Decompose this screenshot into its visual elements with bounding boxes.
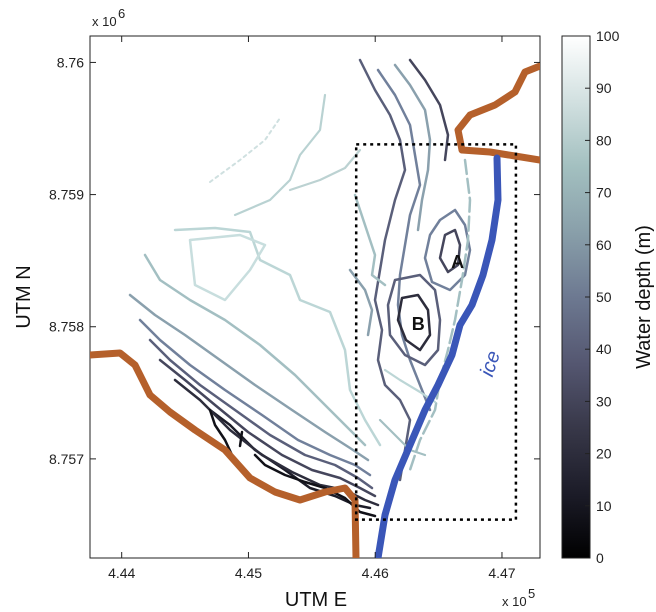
x-axis: 4.44 4.45 4.46 4.47: [108, 36, 516, 581]
colorbar-tick-label: 50: [596, 289, 612, 305]
contour-right-3: [393, 63, 432, 232]
contour-30m: [158, 358, 377, 498]
contour-60m: [128, 293, 370, 462]
contour-40m: [148, 338, 374, 490]
x-multiplier: x 10 5: [502, 586, 535, 609]
y-axis-label: UTM N: [13, 265, 35, 328]
contour-feature-b-inner: [396, 293, 432, 352]
x-tick-label: 4.47: [488, 565, 515, 581]
x-axis-label: UTM E: [285, 589, 347, 611]
contour-feature-b-outer: [386, 273, 442, 367]
contour-50m: [138, 318, 372, 477]
colorbar-tick-label: 70: [596, 185, 612, 201]
study-box: [354, 143, 518, 521]
contour-east-shelf: [408, 158, 472, 472]
y-multiplier-exp: 6: [118, 6, 125, 21]
contour-feature-a-outer: [423, 208, 472, 292]
colorbar-tick-label: 10: [596, 498, 612, 514]
contour-70m-c: [288, 148, 362, 192]
ice-edge: [374, 154, 502, 558]
colorbar-tick-label: 100: [596, 28, 620, 44]
colorbar-ticks: 0 10 20 30 40 50 60 70 80 90 100: [585, 28, 620, 566]
y-tick-label: 8.759: [49, 187, 84, 203]
contour-right-4: [408, 58, 450, 162]
annotation-a: A: [451, 252, 464, 272]
contour-right-6: [348, 268, 374, 337]
y-tick-label: 8.757: [49, 451, 84, 467]
y-multiplier: x 10 6: [92, 6, 125, 29]
coastline-east: [458, 146, 540, 164]
y-axis: 8.757 8.758 8.759 8.76: [49, 54, 540, 467]
y-tick-label: 8.758: [49, 319, 84, 335]
y-multiplier-base: x 10: [92, 14, 117, 29]
colorbar-tick-label: 60: [596, 237, 612, 253]
x-multiplier-base: x 10: [502, 594, 527, 609]
contour-right-1: [358, 58, 412, 482]
contour-feature-a-inner: [438, 228, 462, 274]
x-tick-label: 4.45: [235, 565, 262, 581]
colorbar-tick-label: 40: [596, 341, 612, 357]
contour-70m: [143, 253, 367, 447]
colorbar-tick-label: 20: [596, 446, 612, 462]
annotation-b: B: [412, 314, 425, 334]
coastline-northeast: [454, 62, 540, 154]
contour-right-2: [376, 68, 432, 412]
colorbar-tick-label: 90: [596, 80, 612, 96]
coastline-southwest: [90, 349, 360, 558]
colorbar-tick-label: 30: [596, 393, 612, 409]
x-tick-label: 4.44: [108, 565, 135, 581]
contour-lower-2: [378, 418, 427, 457]
contour-lower-1: [383, 368, 437, 404]
colorbar-tick-label: 80: [596, 132, 612, 148]
contour-right-5: [353, 193, 387, 287]
colorbar-label: Water depth (m): [633, 225, 655, 369]
contour-80m-b: [188, 233, 267, 302]
coastline: [90, 62, 540, 558]
x-multiplier-exp: 5: [528, 586, 535, 601]
contour-70m-b: [233, 93, 327, 217]
y-tick-label: 8.76: [57, 54, 84, 70]
colorbar-tick-label: 0: [596, 550, 604, 566]
x-tick-label: 4.46: [362, 565, 389, 581]
